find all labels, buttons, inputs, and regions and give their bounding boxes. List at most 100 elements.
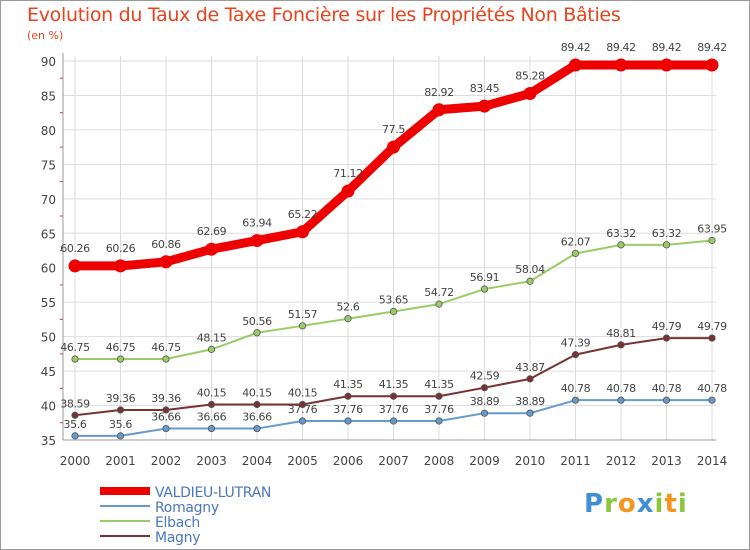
data-label: 89.42	[561, 41, 591, 54]
x-tick-label: 2009	[469, 454, 500, 468]
data-label: 62.07	[561, 235, 591, 248]
data-point	[660, 58, 673, 72]
data-label: 63.94	[242, 217, 272, 230]
data-label: 85.28	[515, 70, 545, 83]
data-label: 89.42	[652, 41, 682, 54]
data-point	[298, 400, 307, 409]
data-point	[389, 307, 398, 316]
x-tick-label: 2012	[606, 454, 637, 468]
data-point	[296, 225, 309, 239]
data-point	[523, 87, 537, 101]
data-label: 82.92	[424, 86, 454, 99]
legend-label: Magny	[155, 530, 200, 546]
x-tick-label: 2003	[196, 454, 227, 468]
data-label: 36.66	[197, 411, 227, 424]
x-tick-label: 2010	[515, 454, 546, 468]
data-point	[162, 355, 170, 363]
data-point	[71, 432, 79, 440]
y-tick-label: 80	[41, 124, 56, 138]
data-label: 40.78	[606, 382, 636, 395]
data-point	[298, 417, 307, 425]
data-label: 39.36	[106, 392, 136, 405]
data-point	[478, 99, 491, 113]
x-tick-label: 2001	[105, 454, 136, 468]
data-point	[435, 300, 443, 308]
data-label: 60.26	[106, 242, 136, 255]
data-point	[389, 417, 398, 425]
data-point	[341, 184, 355, 198]
data-point	[662, 334, 671, 342]
x-tick-label: 2002	[151, 454, 182, 468]
data-point	[205, 242, 218, 256]
logo-letter: i	[654, 489, 665, 519]
data-label: 37.76	[424, 403, 454, 416]
data-label: 46.75	[151, 341, 181, 354]
data-point	[708, 334, 716, 342]
data-point	[435, 417, 443, 425]
data-point	[253, 329, 261, 337]
data-point	[480, 285, 489, 293]
y-tick-label: 50	[41, 331, 56, 345]
data-point	[207, 400, 216, 409]
data-label: 89.42	[697, 41, 727, 54]
data-point	[480, 409, 489, 417]
data-label: 38.89	[515, 395, 545, 408]
data-point	[71, 411, 79, 419]
y-tick-label: 60	[41, 262, 56, 276]
data-point	[68, 259, 82, 273]
data-point	[571, 351, 580, 359]
logo-letter: t	[664, 489, 678, 519]
data-point	[526, 375, 534, 383]
y-tick-label: 70	[41, 193, 56, 207]
data-point	[526, 277, 534, 285]
x-tick-label: 2011	[560, 454, 591, 468]
data-label: 63.32	[652, 227, 682, 240]
x-tick-label: 2013	[651, 454, 682, 468]
data-label: 40.15	[242, 387, 272, 400]
data-point	[344, 417, 352, 425]
data-label: 35.6	[109, 418, 132, 431]
data-label: 40.78	[652, 382, 682, 395]
data-label: 48.15	[197, 331, 227, 344]
data-label: 37.76	[288, 403, 318, 416]
data-point	[253, 424, 261, 433]
data-label: 77.5	[382, 123, 405, 136]
logo-letter: i	[677, 489, 688, 519]
data-point	[344, 315, 352, 323]
x-tick-label: 2004	[242, 454, 273, 468]
data-point	[344, 392, 352, 400]
y-tick-label: 45	[41, 365, 56, 379]
y-tick-label: 65	[41, 227, 56, 241]
data-label: 40.15	[197, 387, 227, 400]
data-point	[298, 322, 307, 330]
data-label: 48.81	[606, 327, 636, 340]
data-label: 37.76	[379, 403, 409, 416]
data-label: 41.35	[379, 378, 409, 391]
data-point	[662, 241, 671, 249]
data-point	[617, 341, 625, 349]
data-label: 52.6	[337, 301, 360, 314]
x-tick-label: 2008	[424, 454, 455, 468]
data-label: 63.95	[697, 223, 727, 236]
y-tick-label: 75	[41, 158, 56, 172]
logo-letter: P	[584, 489, 605, 519]
data-point	[617, 241, 625, 249]
data-label: 50.56	[242, 315, 272, 328]
data-point	[571, 249, 580, 258]
data-point	[116, 406, 125, 414]
data-point	[387, 140, 400, 154]
data-point	[207, 345, 216, 353]
data-point	[162, 424, 170, 433]
data-point	[571, 396, 580, 404]
data-label: 60.86	[151, 238, 181, 251]
legend-label: Romagny	[155, 500, 219, 516]
data-point	[435, 392, 443, 400]
data-label: 65.22	[288, 208, 318, 221]
data-label: 38.59	[60, 397, 90, 410]
data-point	[162, 406, 170, 414]
data-label: 40.78	[697, 382, 727, 395]
logo-letter: o	[617, 489, 637, 519]
data-label: 62.69	[197, 225, 227, 238]
data-point	[432, 103, 446, 117]
x-tick-label: 2005	[287, 454, 318, 468]
